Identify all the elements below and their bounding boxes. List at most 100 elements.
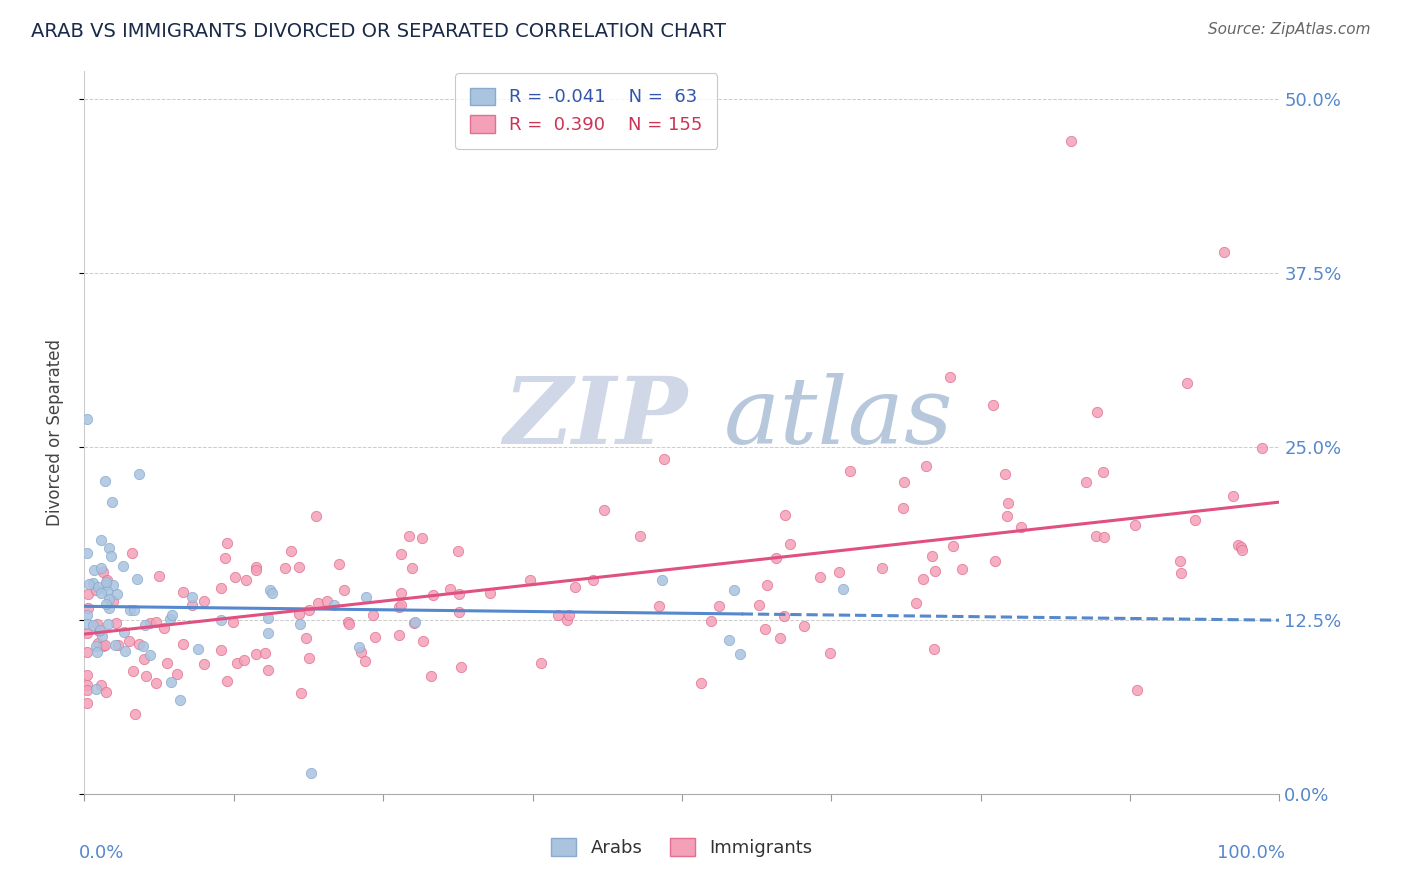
- Point: [389, 547, 412, 561]
- Point: [893, 475, 915, 489]
- Text: 0.0%: 0.0%: [79, 845, 124, 863]
- Point: [96, 583, 118, 598]
- Point: [172, 585, 194, 599]
- Point: [125, 572, 148, 586]
- Point: [90, 677, 112, 691]
- Point: [169, 693, 191, 707]
- Point: [82, 575, 104, 590]
- Point: [274, 561, 297, 575]
- Point: [180, 598, 202, 612]
- Point: [1168, 554, 1191, 568]
- Point: [132, 652, 155, 666]
- Legend: Arabs, Immigrants: Arabs, Immigrants: [544, 831, 820, 864]
- Point: [139, 615, 162, 630]
- Point: [96, 575, 118, 590]
- Point: [260, 586, 283, 600]
- Point: [297, 651, 319, 665]
- Point: [128, 467, 150, 482]
- Point: [1123, 517, 1146, 532]
- Point: [222, 615, 245, 629]
- Point: [76, 696, 98, 710]
- Point: [90, 533, 112, 547]
- Point: [298, 603, 321, 617]
- Point: [193, 594, 215, 608]
- Point: [354, 590, 377, 604]
- Point: [76, 645, 98, 659]
- Point: [121, 545, 143, 559]
- Point: [808, 570, 831, 584]
- Point: [288, 607, 311, 621]
- Point: [420, 669, 443, 683]
- Point: [997, 496, 1019, 510]
- Point: [98, 600, 121, 615]
- Point: [259, 582, 281, 597]
- Point: [389, 586, 412, 600]
- Point: [122, 603, 145, 617]
- Point: [322, 598, 344, 612]
- Point: [337, 615, 360, 630]
- Point: [295, 631, 318, 645]
- Point: [773, 508, 796, 523]
- Point: [134, 617, 156, 632]
- Point: [94, 597, 117, 611]
- Text: Source: ZipAtlas.com: Source: ZipAtlas.com: [1208, 22, 1371, 37]
- Point: [820, 646, 842, 660]
- Point: [555, 613, 578, 627]
- Point: [79, 577, 101, 591]
- Point: [153, 621, 176, 635]
- Point: [1212, 244, 1234, 259]
- Point: [398, 529, 420, 543]
- Point: [87, 636, 110, 650]
- Point: [831, 582, 853, 597]
- Point: [652, 452, 675, 467]
- Point: [107, 638, 129, 652]
- Point: [748, 598, 770, 612]
- Point: [76, 678, 98, 692]
- Point: [1251, 441, 1274, 455]
- Point: [226, 656, 249, 670]
- Point: [148, 569, 170, 583]
- Point: [257, 663, 280, 677]
- Point: [209, 643, 232, 657]
- Point: [983, 398, 1005, 412]
- Point: [288, 560, 311, 574]
- Point: [90, 560, 112, 574]
- Point: [950, 562, 973, 576]
- Point: [699, 615, 721, 629]
- Point: [97, 617, 120, 632]
- Point: [215, 673, 238, 688]
- Point: [717, 633, 740, 648]
- Point: [290, 617, 312, 632]
- Point: [91, 640, 114, 654]
- Point: [76, 600, 98, 615]
- Point: [912, 572, 935, 586]
- Point: [1126, 682, 1149, 697]
- Point: [723, 582, 745, 597]
- Point: [97, 592, 120, 607]
- Point: [103, 593, 125, 607]
- Point: [94, 475, 117, 489]
- Point: [89, 623, 111, 637]
- Point: [301, 766, 323, 780]
- Point: [159, 612, 181, 626]
- Point: [156, 657, 179, 671]
- Point: [76, 667, 98, 681]
- Point: [90, 586, 112, 600]
- Point: [651, 573, 673, 587]
- Point: [83, 563, 105, 577]
- Point: [1087, 405, 1109, 419]
- Point: [128, 637, 150, 651]
- Point: [332, 582, 354, 597]
- Point: [449, 605, 471, 619]
- Point: [1222, 489, 1244, 503]
- Point: [754, 622, 776, 636]
- Point: [245, 560, 267, 574]
- Point: [547, 608, 569, 623]
- Point: [905, 596, 928, 610]
- Point: [316, 594, 339, 608]
- Point: [404, 615, 426, 630]
- Point: [104, 638, 127, 652]
- Point: [337, 616, 360, 631]
- Point: [101, 578, 124, 592]
- Point: [215, 536, 238, 550]
